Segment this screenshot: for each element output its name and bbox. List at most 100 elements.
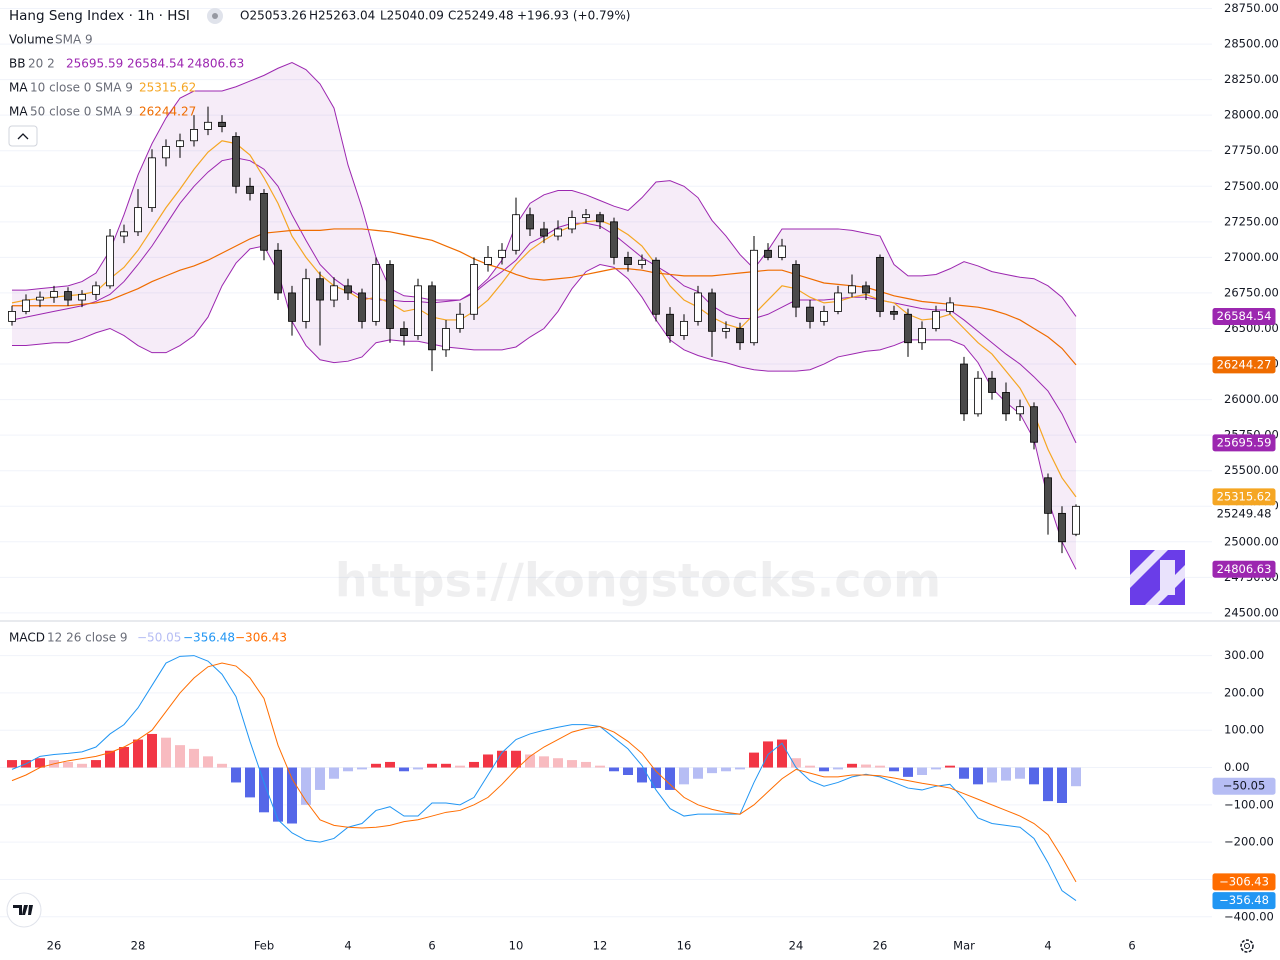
x-tick-label: Mar <box>953 939 975 953</box>
candle-body <box>344 285 352 294</box>
settings-icon[interactable] <box>1240 939 1254 953</box>
histogram-bar <box>455 765 465 768</box>
ohlc-open: O25053.26 <box>240 9 307 23</box>
histogram-bar <box>945 765 955 768</box>
candle-body <box>1002 392 1010 415</box>
candle-body <box>568 217 576 230</box>
histogram-bar <box>231 767 241 783</box>
histogram-bar <box>917 767 927 775</box>
x-tick-label: 16 <box>677 939 692 953</box>
candle-body <box>848 285 856 294</box>
candle-body <box>442 328 450 351</box>
histogram-bar <box>161 737 171 768</box>
candle-body <box>512 214 520 251</box>
candle-body <box>162 146 170 159</box>
x-tick-label: 10 <box>509 939 524 953</box>
price-tag-label: −306.43 <box>1219 874 1269 888</box>
legend-value: 24806.63 <box>187 57 244 71</box>
histogram-bar <box>1071 767 1081 787</box>
y-tick-label: 26750.00 <box>1224 285 1279 299</box>
indicator-name[interactable]: MACD <box>9 631 45 645</box>
indicator-name[interactable]: BB <box>9 57 25 71</box>
y-tick-label: 300.00 <box>1224 648 1264 662</box>
x-tick-label: 26 <box>47 939 62 953</box>
histogram-bar <box>525 754 535 768</box>
ohlc-high: H25263.04 <box>309 9 375 23</box>
price-tag-label: 25315.62 <box>1217 489 1272 503</box>
indicator-line <box>12 228 1077 366</box>
candle-body <box>484 256 492 265</box>
histogram-bar <box>833 767 843 770</box>
x-tick-label: 6 <box>1128 939 1135 953</box>
candle-body <box>372 264 380 322</box>
candle-body <box>932 311 940 329</box>
histogram-bar <box>105 750 115 768</box>
y-tick-label: 26000.00 <box>1224 392 1279 406</box>
macd-line <box>11 655 1077 901</box>
candle-body <box>470 264 478 315</box>
candle-body <box>526 214 534 230</box>
price-tag <box>1212 434 1276 452</box>
y-tick-label: 28500.00 <box>1224 37 1279 51</box>
candle-body <box>666 313 674 336</box>
histogram-bar <box>805 765 815 768</box>
histogram-bar <box>497 750 507 768</box>
histogram-bar <box>133 739 143 768</box>
candle-body <box>946 302 954 312</box>
indicator-name[interactable]: MA <box>9 81 28 95</box>
candle-body <box>540 228 548 237</box>
histogram-bar <box>147 733 157 768</box>
histogram-bar <box>539 756 549 768</box>
candle-body <box>148 157 156 209</box>
price-tag <box>1212 505 1276 523</box>
candle-body <box>554 228 562 237</box>
candle-body <box>218 121 226 127</box>
candle-body <box>680 320 688 336</box>
candle-body <box>764 249 772 258</box>
histogram-bar <box>721 767 731 772</box>
ohlc-low: L25040.09 <box>380 9 444 23</box>
legend-value: 26244.27 <box>139 105 196 119</box>
x-tick-label: 12 <box>593 939 608 953</box>
y-tick-label: −200.00 <box>1224 835 1274 849</box>
indicator-name[interactable]: MA <box>9 105 28 119</box>
histogram-bar <box>1029 767 1039 785</box>
overlay: 26 28 Feb 4 6 10 12 16 24 26 Mar 4 6 26584.54 26244.27… <box>47 307 1276 953</box>
candle-body <box>736 328 744 344</box>
indicator-name[interactable]: Volume <box>9 33 54 47</box>
price-tag-label: 25695.59 <box>1217 435 1272 449</box>
collapse-button[interactable] <box>8 125 38 147</box>
histogram-bar <box>777 739 787 768</box>
price-tag-label: −50.05 <box>1223 779 1266 793</box>
histogram-bar <box>189 748 199 768</box>
tradingview-logo[interactable] <box>6 892 42 928</box>
histogram-bar <box>749 752 759 768</box>
indicator-params: 20 2 <box>28 57 55 71</box>
histogram-bar <box>287 767 297 824</box>
price-tag <box>1212 488 1276 506</box>
histogram-bar <box>357 767 367 770</box>
histogram-bar <box>735 767 745 770</box>
candle-body <box>190 129 198 142</box>
histogram-bar <box>259 767 269 813</box>
histogram-bar <box>399 767 409 772</box>
candle-body <box>400 328 408 336</box>
status-dot-inner <box>212 13 218 19</box>
histogram-bar <box>245 767 255 798</box>
histogram-bar <box>329 767 339 779</box>
x-tick-label: Feb <box>254 939 274 953</box>
candle-body <box>8 311 16 322</box>
histogram-bar <box>1001 767 1011 781</box>
histogram-bar <box>679 767 689 785</box>
candle-body <box>624 256 632 265</box>
histogram-bar <box>903 767 913 777</box>
indicator-line <box>12 245 1077 570</box>
histogram-bar <box>427 763 437 768</box>
price-tag-label: 26584.54 <box>1217 309 1272 323</box>
candle-body <box>750 249 758 344</box>
candle-body <box>414 285 422 336</box>
y-tick-label: 0.00 <box>1224 760 1250 774</box>
histogram-bar <box>791 758 801 768</box>
candle-body <box>428 285 436 351</box>
y-tick-label: 24500.00 <box>1224 605 1279 619</box>
